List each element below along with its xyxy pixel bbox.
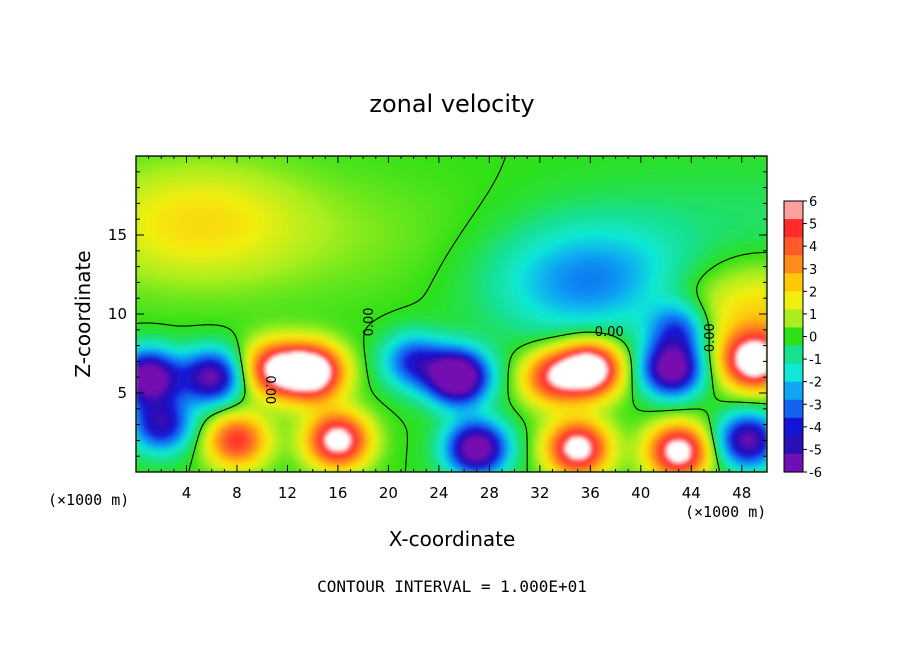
x-tick-label: 12	[278, 484, 297, 502]
x-tick-label: 24	[429, 484, 448, 502]
x-tick-label: 20	[379, 484, 398, 502]
colorbar-tick-label: -4	[809, 421, 822, 436]
zero-contours	[136, 156, 767, 472]
x-tick-label: 28	[480, 484, 499, 502]
colorbar-segment	[784, 327, 803, 347]
colorbar-tick-label: -1	[809, 353, 822, 368]
x-tick-label: 40	[631, 484, 650, 502]
contour-label: 0.00	[595, 325, 624, 340]
x-unit-label-right: (×1000 m)	[685, 503, 766, 521]
colorbar-segment	[784, 237, 803, 256]
colorbar-tick-label: -3	[809, 398, 822, 413]
colorbar-segment	[784, 345, 803, 365]
colorbar-tick-label: 6	[809, 195, 817, 210]
colorbar-segment	[784, 453, 803, 473]
contour-labels: 0.00 0.00 0.00 0.00	[262, 307, 718, 404]
y-tick-label: 10	[108, 305, 127, 323]
colorbar-tick-label: 2	[809, 285, 817, 300]
zero-contour-line	[136, 156, 767, 472]
colorbar-tick-label: 0	[809, 331, 817, 346]
x-axis-label: X-coordinate	[389, 527, 516, 551]
colorbar-tick-label: 1	[809, 308, 817, 323]
colorbar-segment	[784, 273, 803, 292]
x-tick-label: 16	[328, 484, 347, 502]
x-tick-label: 32	[530, 484, 549, 502]
colorbar: 6 5 4 3 2 1 0 -1 -2 -3 -4 -5 -6	[783, 195, 822, 481]
contour-label: 0.00	[703, 323, 718, 352]
y-axis: 5 10 15	[108, 171, 767, 457]
colorbar-tick-label: 3	[809, 263, 817, 278]
colorbar-segment	[784, 381, 803, 401]
colorbar-segment	[784, 363, 803, 383]
x-tick-label: 8	[232, 484, 242, 502]
colorbar-segment	[784, 417, 803, 437]
y-tick-label: 5	[117, 384, 127, 402]
colorbar-segment	[784, 255, 803, 274]
x-tick-label: 4	[182, 484, 192, 502]
x-tick-label: 36	[581, 484, 600, 502]
colorbar-segment	[784, 309, 803, 329]
plot-area	[135, 155, 768, 473]
x-tick-label: 44	[682, 484, 701, 502]
x-tick-label: 48	[732, 484, 751, 502]
x-axis: 4 8 12 16 20 24 28 32 36 40 44 48	[148, 156, 755, 502]
colorbar-segment	[784, 435, 803, 455]
colorbar-tick-label: -2	[809, 376, 822, 391]
colorbar-segment	[784, 219, 803, 238]
contour-label: 0.00	[362, 307, 377, 336]
colorbar-tick-label: 5	[809, 218, 817, 233]
colorbar-tick-label: -5	[809, 443, 822, 458]
colorbar-segment	[784, 399, 803, 419]
colorbar-tick-label: -6	[809, 466, 822, 481]
contour-label: 0.00	[262, 375, 277, 404]
velocity-field	[136, 156, 767, 472]
colorbar-segment	[784, 291, 803, 310]
chart-title: zonal velocity	[369, 90, 534, 118]
contour-interval-note: CONTOUR INTERVAL = 1.000E+01	[317, 577, 587, 596]
x-unit-label-left: (×1000 m)	[48, 491, 129, 509]
y-axis-label: Z-coordinate	[71, 250, 95, 377]
colorbar-tick-label: 4	[809, 240, 817, 255]
colorbar-segment	[784, 201, 803, 220]
y-tick-label: 15	[108, 226, 127, 244]
